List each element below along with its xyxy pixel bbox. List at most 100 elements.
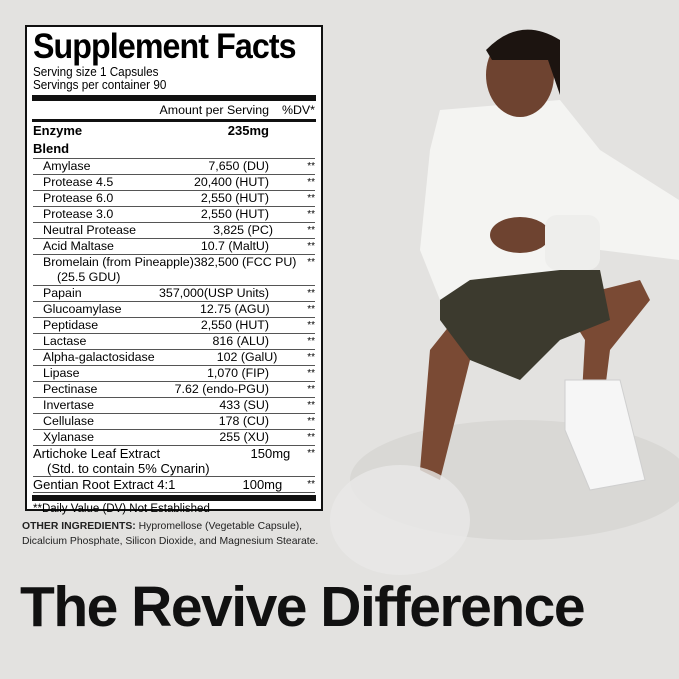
nutrient-dv: ** — [307, 416, 315, 427]
nutrient-dv: ** — [307, 193, 315, 204]
nutrient-dv: ** — [307, 368, 315, 379]
nutrient-amount: 10.7 (MaltU) — [200, 239, 269, 253]
other-ingredient-list: Artichoke Leaf Extract (Std. to contain 5… — [33, 446, 315, 493]
nutrient-name-text: Protease 3.0 — [43, 207, 114, 221]
nutrient-amount: 7,650 (DU) — [208, 159, 269, 173]
nutrient-row: Pectinase 7.62 (endo-PGU) ** — [33, 382, 315, 398]
nutrient-dv: ** — [307, 209, 315, 220]
nutrient-row: Peptidase 2,550 (HUT) ** — [33, 318, 315, 334]
nutrient-name: Xylanase — [33, 430, 119, 445]
nutrient-amount: 2,550 (HUT) — [200, 191, 269, 205]
column-header: Amount per Serving %DV* — [33, 101, 315, 119]
nutrient-name: Gentian Root Extract 4:1 — [33, 477, 175, 492]
nutrient-name: Alpha-galactosidase — [33, 350, 155, 365]
nutrient-row: Cellulase 178 (CU) ** — [33, 414, 315, 430]
divider-thick — [32, 95, 316, 101]
serving-size: Serving size 1 Capsules — [33, 64, 159, 79]
nutrient-name: Lactase — [33, 334, 119, 349]
nutrient-name: Acid Maltase — [33, 239, 119, 254]
nutrient-row: Bromelain (from Pineapple) (25.5 GDU) 382,… — [33, 255, 315, 286]
nutrient-name-text: Alpha-galactosidase — [43, 350, 155, 364]
nutrient-name-text: Protease 4.5 — [43, 175, 114, 189]
nutrient-dv: ** — [307, 448, 315, 459]
nutrient-dv: ** — [307, 352, 315, 363]
nutrient-name-text: Neutral Protease — [43, 223, 136, 237]
servings-per-container: Servings per container 90 — [33, 77, 167, 92]
nutrient-dv: ** — [307, 225, 315, 236]
nutrient-name: Papain — [33, 286, 119, 301]
nutrient-row: Protease 6.0 2,550 (HUT) ** — [33, 191, 315, 207]
nutrient-row: Lipase 1,070 (FIP) ** — [33, 366, 315, 382]
nutrient-name-text: Amylase — [43, 159, 91, 173]
supplement-facts-panel: Supplement Facts Serving size 1 Capsules… — [25, 25, 323, 515]
nutrient-dv: ** — [307, 177, 315, 188]
nutrient-name-text: Glucoamylase — [43, 302, 122, 316]
nutrient-amount: 357,000(USP Units) — [159, 286, 269, 300]
other-ingredients-line1: Hypromellose (Vegetable Capsule), — [135, 521, 303, 532]
nutrient-name-text: Cellulase — [43, 414, 94, 428]
nutrient-name-text: Pectinase — [43, 382, 98, 396]
nutrient-amount: 2,550 (HUT) — [200, 207, 269, 221]
enzyme-list: Amylase 7,650 (DU) ** Protease 4.5 20,400 (H… — [33, 159, 315, 446]
nutrient-row: Amylase 7,650 (DU) ** — [33, 159, 315, 175]
nutrient-name-text: Papain — [43, 286, 82, 300]
nutrient-amount: 3,825 (PC) — [213, 223, 273, 237]
nutrient-amount: 150mg — [250, 446, 291, 461]
nutrient-amount: 433 (SU) — [219, 398, 269, 412]
blend-name: Enzyme Blend — [33, 123, 83, 156]
nutrient-amount: 382,500 (FCC PU) — [193, 255, 297, 269]
nutrient-name: Peptidase — [33, 318, 119, 333]
nutrient-dv: ** — [307, 400, 315, 411]
nutrient-name: Bromelain (from Pineapple) (25.5 GDU) — [33, 255, 194, 285]
nutrient-name-text: Gentian Root Extract 4:1 — [33, 477, 176, 492]
footnote: **Daily Value (DV) Not Established — [33, 503, 210, 515]
other-ingredients-label: OTHER INGREDIENTS: — [22, 521, 136, 532]
nutrient-row: Artichoke Leaf Extract (Std. to contain 5… — [33, 446, 315, 477]
nutrient-name-text: Bromelain (from Pineapple) — [43, 255, 194, 269]
header-dv: %DV* — [281, 103, 315, 117]
nutrient-amount: 7.62 (endo-PGU) — [174, 382, 269, 396]
nutrient-amount: 178 (CU) — [218, 414, 269, 428]
nutrient-name: Protease 6.0 — [33, 191, 119, 206]
nutrient-name: Protease 4.5 — [33, 175, 119, 190]
divider — [32, 119, 316, 122]
nutrient-amount: 2,550 (HUT) — [200, 318, 269, 332]
nutrient-name: Cellulase — [33, 414, 119, 429]
nutrient-dv: ** — [307, 304, 315, 315]
nutrient-dv: ** — [307, 336, 315, 347]
nutrient-amount: 1,070 (FIP) — [207, 366, 269, 380]
nutrient-name-text: Acid Maltase — [43, 239, 114, 253]
nutrient-row: Acid Maltase 10.7 (MaltU) ** — [33, 239, 315, 255]
nutrient-row: Protease 4.5 20,400 (HUT) ** — [33, 175, 315, 191]
nutrient-amount: 100mg — [242, 477, 283, 492]
nutrient-row: Papain 357,000(USP Units) ** — [33, 286, 315, 302]
other-ingredients: OTHER INGREDIENTS: Hypromellose (Vegetab… — [22, 519, 342, 549]
blend-amount: 235mg — [227, 123, 269, 138]
nutrient-row: Neutral Protease 3,825 (PC) ** — [33, 223, 315, 239]
nutrient-dv: ** — [307, 241, 315, 252]
nutrient-name-text: Protease 6.0 — [43, 191, 114, 205]
nutrient-name: Glucoamylase — [33, 302, 122, 317]
header-amount: Amount per Serving — [159, 103, 269, 117]
nutrient-amount: 102 (GalU) — [216, 350, 278, 364]
nutrient-row: Xylanase 255 (XU) ** — [33, 430, 315, 446]
nutrient-amount: 255 (XU) — [219, 430, 269, 444]
nutrient-name-text: Lipase — [43, 366, 80, 380]
nutrient-amount: 816 (ALU) — [212, 334, 269, 348]
nutrient-subtext: (Std. to contain 5% Cynarin) — [47, 461, 210, 476]
panel-title: Supplement Facts — [33, 27, 297, 66]
nutrient-row: Invertase 433 (SU) ** — [33, 398, 315, 414]
nutrient-row: Lactase 816 (ALU) ** — [33, 334, 315, 350]
nutrient-name-text: Artichoke Leaf Extract — [33, 446, 161, 461]
nutrient-dv: ** — [307, 320, 315, 331]
nutrient-name: Neutral Protease — [33, 223, 136, 238]
nutrient-amount: 20,400 (HUT) — [193, 175, 269, 189]
nutrient-name-text: Xylanase — [43, 430, 94, 444]
nutrient-amount: 12.75 (AGU) — [200, 302, 270, 316]
nutrient-dv: ** — [307, 288, 315, 299]
nutrient-dv: ** — [307, 161, 315, 172]
headline: The Revive Difference — [20, 575, 586, 639]
nutrient-name: Pectinase — [33, 382, 119, 397]
nutrient-dv: ** — [307, 384, 315, 395]
nutrient-subtext: (25.5 GDU) — [57, 270, 121, 284]
